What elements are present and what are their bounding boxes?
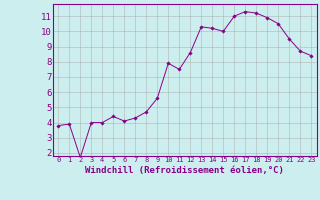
X-axis label: Windchill (Refroidissement éolien,°C): Windchill (Refroidissement éolien,°C) [85, 166, 284, 175]
